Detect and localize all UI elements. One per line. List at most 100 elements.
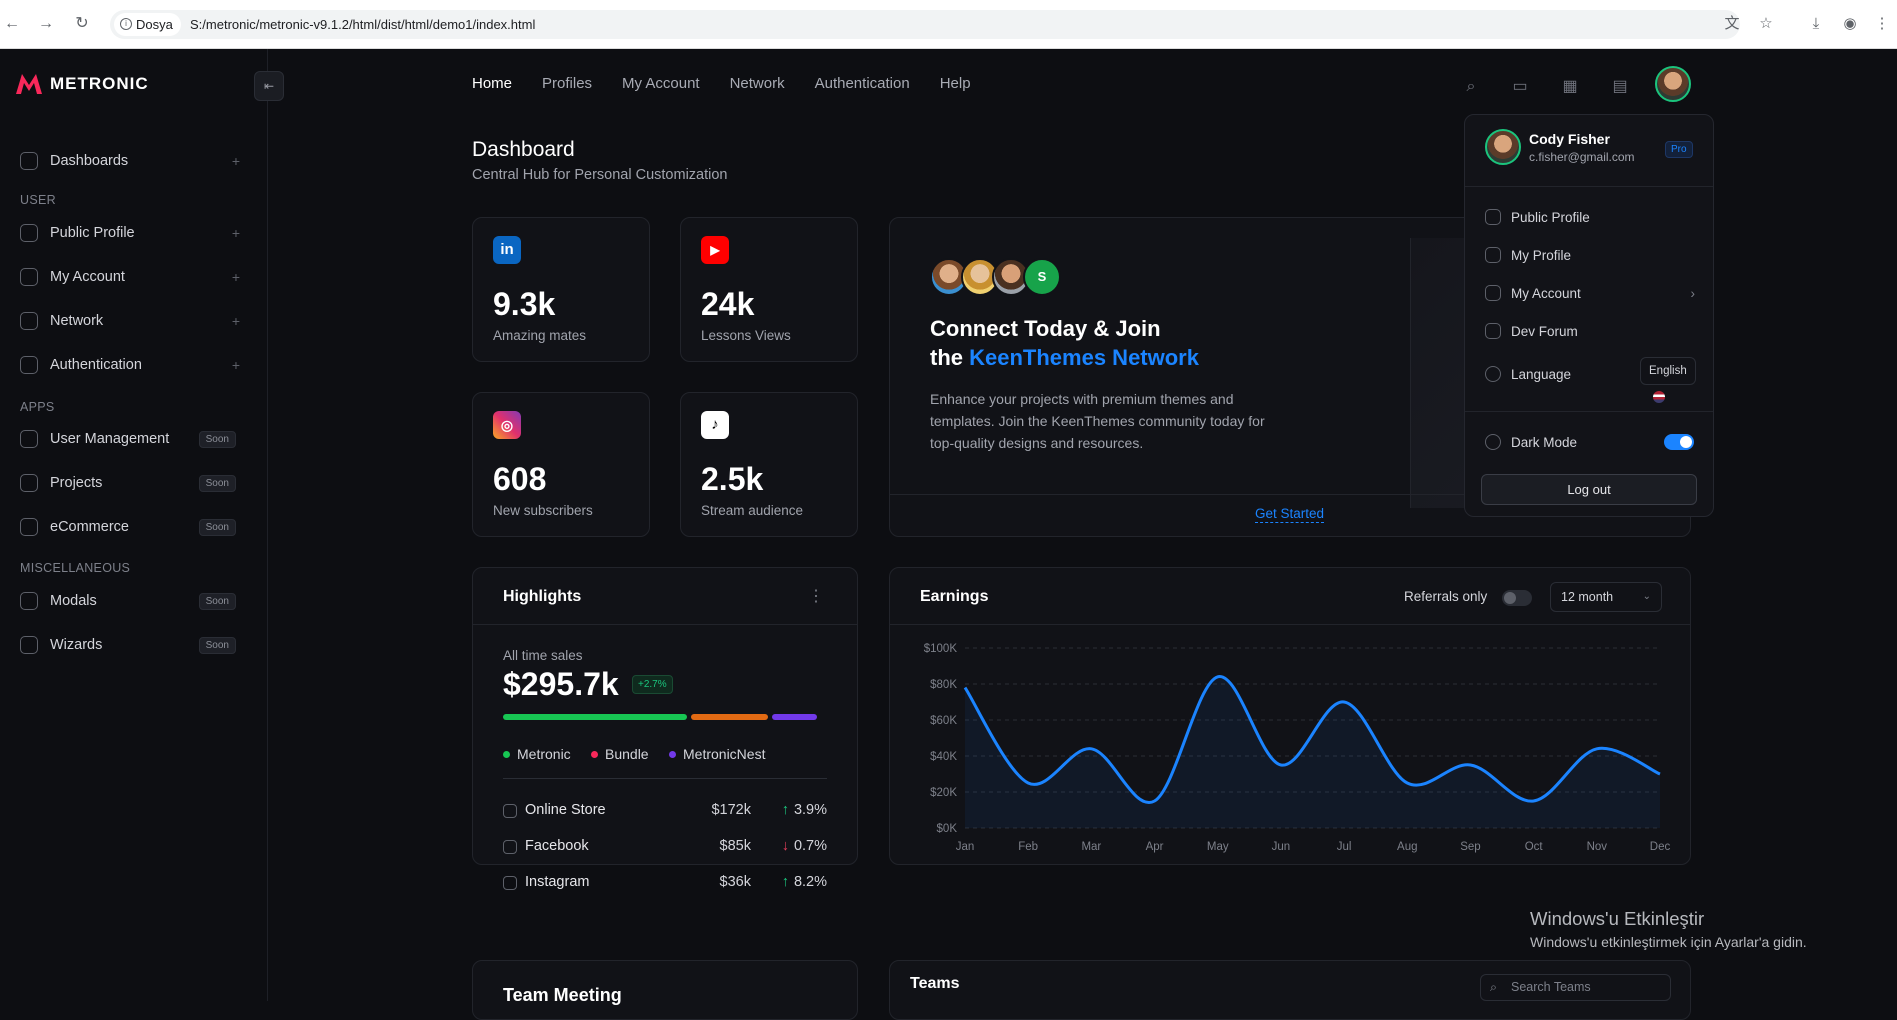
- x-tick-label: Sep: [1460, 841, 1480, 853]
- share-bar-segment: [691, 714, 768, 720]
- nav-my-account[interactable]: My Account: [622, 75, 700, 92]
- logo[interactable]: METRONIC: [14, 71, 149, 97]
- tiktok-icon: ♪: [701, 411, 729, 439]
- highlights-row-online-store: Online Store $172k ↑ 3.9%: [503, 802, 827, 822]
- y-tick-label: $80K: [930, 679, 957, 691]
- dropdown-item-label: Dev Forum: [1511, 323, 1578, 339]
- legend-label: Bundle: [605, 746, 649, 762]
- sidebar-item-label: eCommerce: [50, 519, 129, 535]
- row-name: Online Store: [525, 802, 606, 818]
- share-bar-segment: [503, 714, 687, 720]
- sidebar-item-projects[interactable]: Projects Soon: [20, 469, 240, 497]
- highlights-card: Highlights ⋮ All time sales $295.7k +2.7…: [472, 567, 858, 890]
- nav-network[interactable]: Network: [729, 75, 785, 92]
- stat-value: 24k: [701, 286, 755, 322]
- calendar-icon[interactable]: ▤: [1612, 78, 1628, 95]
- row-change: ↑ 3.9%: [782, 802, 827, 818]
- user-circle-icon: [1485, 247, 1501, 263]
- chevron-down-icon: ⌄: [1642, 591, 1651, 602]
- x-tick-label: Aug: [1397, 841, 1417, 853]
- forward-icon[interactable]: →: [38, 15, 54, 32]
- arrow-up-icon: ↑: [781, 874, 789, 890]
- share-bar-segment: [772, 714, 817, 720]
- dropdown-item-my-profile[interactable]: My Profile: [1485, 245, 1695, 265]
- back-icon[interactable]: ←: [4, 15, 20, 32]
- sidebar-item-public-profile[interactable]: Public Profile +: [20, 219, 240, 247]
- sidebar-item-label: Network: [50, 313, 104, 329]
- profile-card-icon: [1485, 209, 1501, 225]
- referrals-toggle[interactable]: [1502, 590, 1532, 606]
- row-change-value: 3.9%: [793, 802, 827, 818]
- earnings-card: Earnings Referrals only 12 month ⌄ $0K $2…: [889, 567, 1691, 865]
- user-avatar-button[interactable]: [1655, 66, 1691, 102]
- sidebar-item-modals[interactable]: Modals Soon: [20, 587, 240, 615]
- dropdown-item-language[interactable]: Language English: [1485, 357, 1696, 403]
- metronic-logo-icon: [16, 74, 42, 94]
- bookmark-star-icon[interactable]: ☆: [1759, 15, 1773, 32]
- plus-icon: +: [231, 225, 240, 241]
- sidebar-heading-apps: APPS: [20, 400, 55, 414]
- dropdown-item-dark-mode[interactable]: Dark Mode: [1485, 432, 1695, 452]
- search-icon[interactable]: ⌕: [1466, 78, 1476, 95]
- get-started-link[interactable]: Get Started: [1255, 506, 1325, 523]
- menu-icon[interactable]: ⋮: [1874, 15, 1890, 32]
- legend-dot: [669, 750, 676, 758]
- watermark-line1: Windows'u Etkinleştir: [1530, 908, 1705, 929]
- referrals-label: Referrals only: [1404, 589, 1488, 604]
- stat-label: Amazing mates: [493, 328, 587, 343]
- instagram-icon: ◎: [493, 411, 521, 439]
- sidebar-item-authentication[interactable]: Authentication +: [20, 351, 240, 379]
- translate-icon[interactable]: 文: [1724, 15, 1740, 32]
- dropdown-item-dev-forum[interactable]: Dev Forum: [1485, 321, 1695, 341]
- sidebar-item-label: Dashboards: [50, 153, 129, 169]
- y-tick-label: $60K: [930, 715, 957, 727]
- y-tick-label: $0K: [937, 823, 958, 835]
- chat-icon[interactable]: ▭: [1512, 78, 1528, 95]
- moon-icon: [1485, 434, 1501, 450]
- legend-label: Metronic: [517, 746, 571, 762]
- download-icon[interactable]: ⤓: [1812, 15, 1820, 32]
- nav-authentication[interactable]: Authentication: [814, 75, 910, 92]
- sidebar-item-user-management[interactable]: User Management Soon: [20, 425, 240, 453]
- apps-grid-icon[interactable]: ▦: [1562, 78, 1578, 95]
- stat-card-linkedin: in 9.3k Amazing mates: [472, 217, 650, 362]
- highlights-row-instagram: Instagram $36k ↑ 8.2%: [503, 874, 827, 894]
- grid-icon: [20, 152, 38, 170]
- arrow-down-icon: ↓: [781, 838, 789, 854]
- dropdown-item-label: My Account: [1511, 285, 1581, 301]
- legend-label: MetronicNest: [683, 746, 766, 762]
- language-select[interactable]: English: [1640, 357, 1696, 403]
- sidebar-item-network[interactable]: Network +: [20, 307, 240, 335]
- nav-profiles[interactable]: Profiles: [542, 75, 593, 92]
- nav-help[interactable]: Help: [939, 75, 971, 92]
- toggle-knob: [1504, 592, 1516, 604]
- sidebar-collapse-button[interactable]: ⇤: [254, 71, 284, 101]
- logout-button[interactable]: Log out: [1481, 474, 1697, 505]
- sidebar-item-ecommerce[interactable]: eCommerce Soon: [20, 513, 240, 541]
- watermark-line2: Windows'u etkinleştirmek için Ayarlar'a …: [1530, 934, 1807, 950]
- legend-bundle: Bundle: [591, 746, 649, 762]
- earnings-area: [965, 676, 1660, 828]
- address-bar[interactable]: i Dosya S:/metronic/metronic-v9.1.2/html…: [110, 10, 1740, 39]
- reload-icon[interactable]: ↻: [75, 15, 89, 32]
- dropdown-item-public-profile[interactable]: Public Profile: [1485, 207, 1695, 227]
- more-vertical-icon[interactable]: ⋮: [808, 588, 824, 605]
- gear-icon: [1485, 285, 1501, 301]
- row-change: ↓ 0.7%: [782, 838, 827, 854]
- sidebar-item-dashboards[interactable]: Dashboards +: [20, 147, 240, 175]
- dropdown-item-my-account[interactable]: My Account ›: [1485, 283, 1695, 303]
- sidebar-item-my-account[interactable]: My Account +: [20, 263, 240, 291]
- period-select[interactable]: 12 month ⌄: [1550, 582, 1662, 612]
- profile-icon[interactable]: ◉: [1843, 15, 1857, 32]
- modal-icon: [20, 592, 38, 610]
- url-text[interactable]: S:/metronic/metronic-v9.1.2/html/dist/ht…: [190, 17, 536, 32]
- nav-home[interactable]: Home: [472, 75, 513, 92]
- x-tick-label: Nov: [1587, 841, 1608, 853]
- promo-title-line1: Connect Today & Join: [930, 316, 1161, 341]
- dropdown-item-label: Public Profile: [1511, 209, 1590, 225]
- teams-search-input[interactable]: ⌕ Search Teams: [1480, 974, 1671, 1001]
- sidebar-item-wizards[interactable]: Wizards Soon: [20, 631, 240, 659]
- page-subtitle: Central Hub for Personal Customization: [472, 167, 728, 183]
- site-info-chip[interactable]: i Dosya: [114, 13, 181, 36]
- dark-mode-toggle[interactable]: [1664, 434, 1694, 450]
